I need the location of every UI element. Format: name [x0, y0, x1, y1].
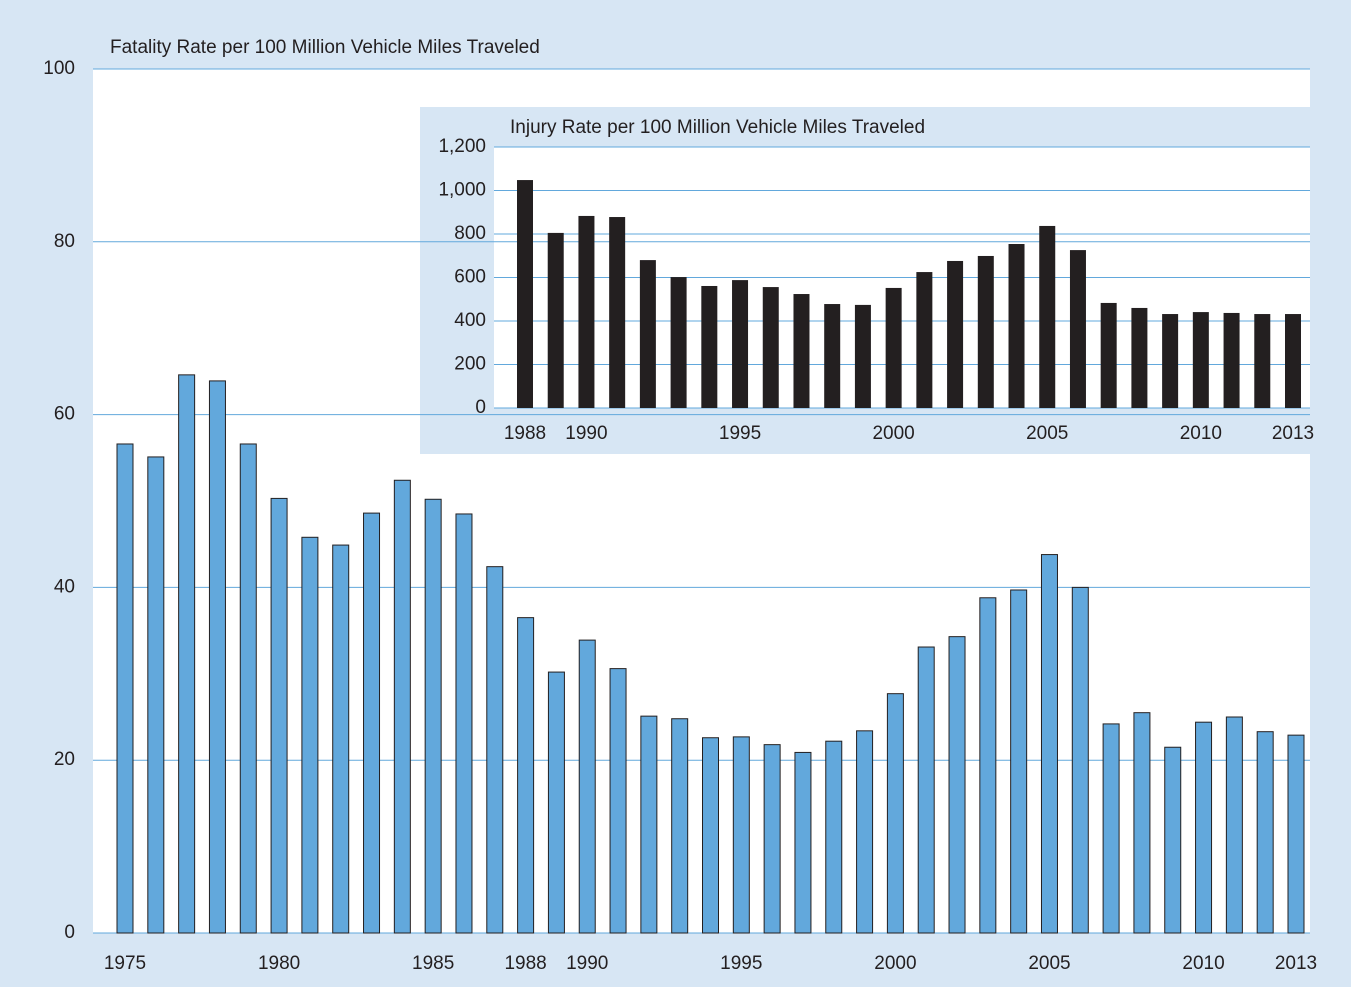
x-tick-label: 1990 — [566, 953, 608, 974]
bar — [547, 232, 564, 408]
bar — [1133, 712, 1151, 934]
bar — [1071, 586, 1089, 934]
bar — [1192, 312, 1209, 408]
bar — [517, 617, 535, 934]
bar — [393, 479, 411, 934]
bar — [670, 277, 687, 408]
y-tick-label: 400 — [454, 310, 486, 331]
y-tick-label: 40 — [54, 576, 75, 597]
x-tick-label: 2013 — [1275, 953, 1317, 974]
x-tick-label: 1975 — [104, 953, 146, 974]
bar — [977, 255, 994, 408]
x-tick-label: 1988 — [504, 423, 546, 444]
bar — [701, 285, 718, 408]
x-tick-label: 2013 — [1272, 423, 1314, 444]
bar — [794, 751, 812, 934]
bar — [947, 260, 964, 408]
x-tick-label: 1980 — [258, 953, 300, 974]
bar — [363, 512, 381, 934]
y-tick-label: 1,200 — [438, 136, 486, 157]
bar — [824, 304, 841, 408]
bar — [1131, 307, 1148, 408]
bar — [1195, 721, 1213, 934]
bar — [763, 744, 781, 934]
y-tick-label: 1,000 — [438, 180, 486, 201]
bar — [948, 636, 966, 934]
bar — [1162, 314, 1179, 408]
bar — [825, 740, 843, 934]
bar — [1225, 716, 1243, 934]
bar — [979, 597, 997, 934]
bar — [1040, 554, 1058, 934]
y-tick-label: 0 — [64, 922, 75, 943]
y-tick-label: 100 — [43, 58, 75, 79]
bar — [1223, 312, 1240, 408]
bar — [578, 639, 596, 934]
bar — [854, 304, 871, 408]
bar — [732, 280, 749, 408]
bar — [702, 737, 719, 934]
bar — [793, 294, 810, 408]
x-tick-label: 2005 — [1026, 423, 1068, 444]
y-tick-label: 0 — [475, 397, 486, 418]
bar — [1164, 746, 1182, 934]
x-tick-label: 1988 — [504, 953, 546, 974]
bar — [1256, 731, 1274, 934]
y-tick-label: 80 — [54, 231, 75, 252]
bar — [917, 646, 935, 934]
bar — [424, 498, 442, 934]
bar — [178, 374, 196, 934]
x-tick-label: 1990 — [565, 423, 607, 444]
bar — [1008, 244, 1025, 408]
x-tick-label: 2000 — [874, 953, 916, 974]
bar — [732, 736, 750, 934]
bar — [916, 272, 933, 408]
bar — [1100, 302, 1117, 408]
chart-title: Fatality Rate per 100 Million Vehicle Mi… — [110, 37, 540, 58]
bar — [609, 217, 626, 408]
y-tick-label: 20 — [54, 749, 75, 770]
x-tick-label: 2000 — [872, 423, 914, 444]
bar — [486, 566, 504, 934]
bar — [640, 715, 658, 934]
bar — [1069, 250, 1086, 408]
bar — [270, 497, 288, 934]
bar — [517, 180, 533, 408]
bar — [609, 668, 627, 934]
x-tick-label: 1985 — [412, 953, 454, 974]
bar — [578, 215, 595, 408]
bar — [301, 536, 319, 934]
bar — [762, 287, 779, 408]
inset-title: Injury Rate per 100 Million Vehicle Mile… — [510, 117, 925, 138]
bar — [885, 287, 902, 408]
bar — [547, 671, 565, 934]
bar — [671, 718, 689, 934]
x-tick-label: 1995 — [719, 423, 761, 444]
bar — [116, 443, 134, 934]
x-tick-label: 2010 — [1180, 423, 1222, 444]
bar — [455, 513, 473, 934]
bar — [332, 544, 350, 934]
bar — [1287, 734, 1305, 934]
y-tick-label: 200 — [454, 354, 486, 375]
y-tick-label: 600 — [454, 267, 486, 288]
y-tick-label: 60 — [54, 404, 75, 425]
bar — [208, 380, 226, 934]
bar — [147, 456, 165, 934]
bar — [856, 730, 874, 934]
x-tick-label: 1995 — [720, 953, 762, 974]
x-tick-label: 2010 — [1182, 953, 1224, 974]
bar — [1285, 314, 1301, 408]
bar — [886, 693, 904, 934]
x-tick-label: 2005 — [1028, 953, 1070, 974]
bar — [1254, 314, 1271, 408]
bar — [1039, 225, 1056, 408]
bar — [639, 260, 656, 408]
bar — [1010, 589, 1028, 934]
bar — [1102, 723, 1120, 934]
bar — [239, 443, 257, 934]
y-tick-label: 800 — [454, 223, 486, 244]
